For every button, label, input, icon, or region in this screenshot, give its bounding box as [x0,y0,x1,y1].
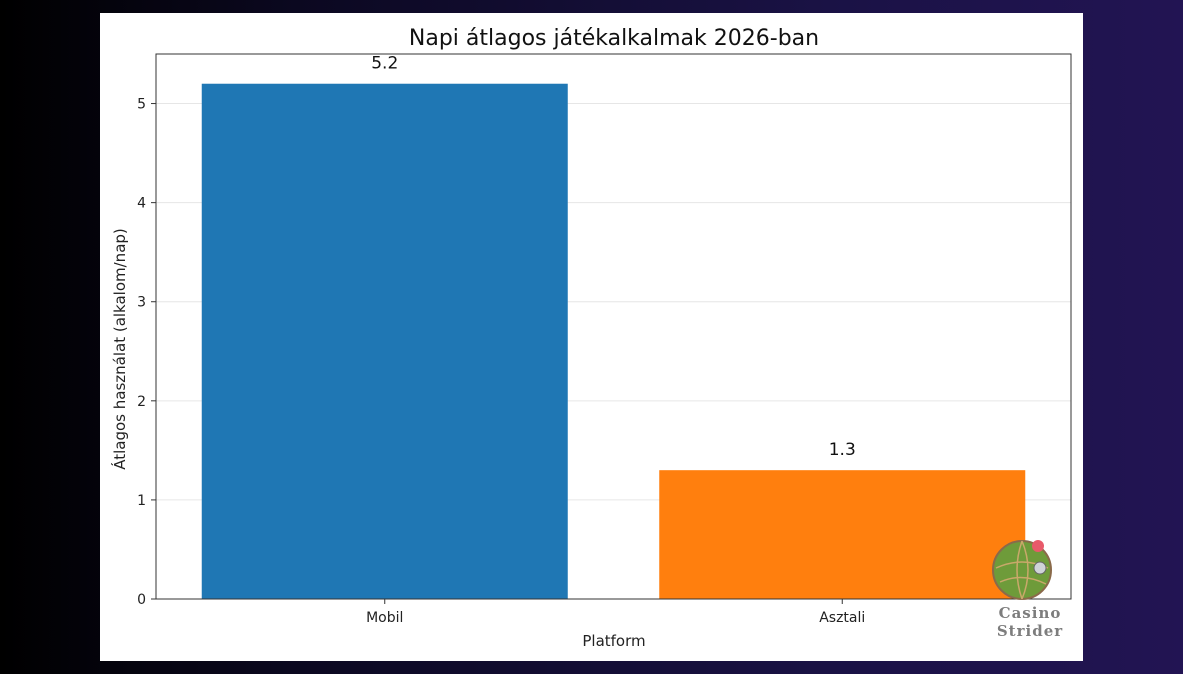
bar-asztali [659,470,1026,599]
watermark-logo: Casino Strider [980,538,1070,648]
data-label-mobil: 5.2 [371,54,398,74]
y-tick-label-2: 2 [137,394,146,410]
watermark-line-1: Casino [998,604,1062,622]
globe-logo-icon [992,540,1052,600]
y-tick-label-0: 0 [137,592,146,608]
watermark-line-2: Strider [996,622,1064,640]
y-axis-ticks: 0 1 2 3 4 5 [137,97,156,608]
bar-mobil [201,83,568,599]
x-axis-label: Platform [582,632,645,650]
y-tick-label-5: 5 [137,97,146,113]
data-labels-group: 5.2 1.3 [371,54,856,460]
plot-frame [155,53,1072,600]
y-axis-label: Átlagos használat (alkalom/nap) [110,228,129,470]
y-tick-label-3: 3 [137,295,146,311]
x-axis-ticks: Mobil Asztali [366,599,865,626]
chart-figure: Napi átlagos játékalkalmak 2026-ban 5.2 1… [100,13,1083,661]
bars-group [201,83,1026,599]
x-tick-label-mobil: Mobil [366,610,403,626]
x-tick-label-asztali: Asztali [819,610,865,626]
bar-chart: Napi átlagos játékalkalmak 2026-ban 5.2 1… [110,26,1072,650]
y-tick-label-1: 1 [137,493,146,509]
chart-title: Napi átlagos játékalkalmak 2026-ban [409,26,819,51]
data-label-asztali: 1.3 [829,440,856,460]
y-tick-label-4: 4 [137,196,146,212]
